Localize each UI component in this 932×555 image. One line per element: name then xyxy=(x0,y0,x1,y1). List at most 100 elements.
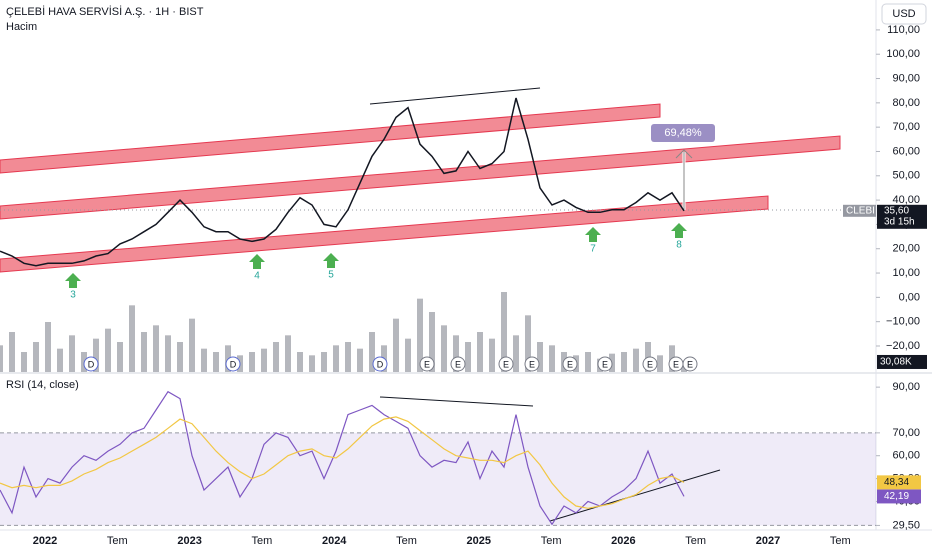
volume-bar xyxy=(165,335,171,372)
signal-arrow xyxy=(323,253,339,268)
event-marker xyxy=(225,356,241,372)
volume-bar xyxy=(21,352,27,372)
volume-bar xyxy=(201,348,207,372)
volume-bar xyxy=(93,338,99,372)
volume-bar xyxy=(465,342,471,372)
event-marker xyxy=(597,356,613,372)
rsi-tick-label: 60,00 xyxy=(892,450,920,462)
volume-bar xyxy=(333,345,339,372)
x-tick-label: 2023 xyxy=(177,535,201,547)
x-tick-label: 2022 xyxy=(33,535,57,547)
event-label: D xyxy=(88,359,95,369)
x-tick-label: Tem xyxy=(830,535,851,547)
volume-bar xyxy=(69,335,75,372)
event-marker xyxy=(450,356,466,372)
y-tick-label: 60,00 xyxy=(892,145,920,157)
volume-bar xyxy=(249,352,255,372)
y-tick-label: 10,00 xyxy=(892,267,920,279)
volume-bar xyxy=(513,335,519,372)
volume-bar xyxy=(453,335,459,372)
event-marker xyxy=(642,356,658,372)
channel-mid xyxy=(0,135,841,220)
event-label: E xyxy=(647,359,653,369)
price-line xyxy=(0,97,685,267)
event-marker xyxy=(562,356,578,372)
event-label: E xyxy=(673,359,679,369)
event-label: E xyxy=(687,359,693,369)
rsi-band xyxy=(0,432,876,526)
rsi-line xyxy=(0,416,685,509)
x-tick-label: 2027 xyxy=(756,535,780,547)
y-tick-label: −10,00 xyxy=(886,316,920,328)
x-tick-label: Tem xyxy=(541,535,562,547)
volume-bar xyxy=(261,348,267,372)
rsi-tick-label: 90,00 xyxy=(892,381,920,393)
volume-bar xyxy=(405,338,411,372)
event-marker xyxy=(682,356,698,372)
volume-bar xyxy=(357,348,363,372)
y-tick-label: 100,00 xyxy=(886,48,920,60)
event-label: E xyxy=(424,359,430,369)
y-tick-label: 70,00 xyxy=(892,121,920,133)
volume-bar xyxy=(177,342,183,372)
x-tick-label: 2025 xyxy=(467,535,491,547)
measure-label: 69,48% xyxy=(664,127,702,139)
price-label-box xyxy=(843,204,876,217)
signal-label: 7 xyxy=(590,244,596,255)
y-tick-label: 80,00 xyxy=(892,97,920,109)
volume-bar xyxy=(537,342,543,372)
y-tick-label: −20,00 xyxy=(886,340,920,352)
volume-bar xyxy=(129,305,135,372)
signal-arrow xyxy=(585,227,601,242)
rsi-line xyxy=(0,390,685,526)
volume-bar xyxy=(501,292,507,372)
currency-label[interactable]: USD xyxy=(892,8,915,20)
volume-bar xyxy=(441,325,447,372)
x-tick-label: Tem xyxy=(252,535,273,547)
y-tick-label: 110,00 xyxy=(887,24,920,36)
signal-label: 4 xyxy=(254,271,260,282)
y-tick-label: 40,00 xyxy=(892,194,920,206)
volume-bar xyxy=(285,335,291,372)
rsi-value-label: 42,19 xyxy=(884,491,909,502)
signal-label: 8 xyxy=(676,240,682,251)
volume-bar xyxy=(45,322,51,372)
volume-last-label: 30,08K xyxy=(880,357,912,368)
x-tick-label: 2024 xyxy=(322,535,347,547)
channel-top xyxy=(0,103,661,174)
rsi-value-box xyxy=(877,475,921,490)
volume-bar xyxy=(33,342,39,372)
event-label: E xyxy=(602,359,608,369)
volume-bar xyxy=(393,318,399,372)
volume-last-box xyxy=(877,354,927,369)
event-label: D xyxy=(230,359,237,369)
signal-label: 3 xyxy=(70,290,76,301)
volume-bar xyxy=(297,352,303,372)
volume-bar xyxy=(549,345,555,372)
y-tick-label: 90,00 xyxy=(892,72,920,84)
event-label: D xyxy=(377,359,384,369)
countdown-label: 3d 15h xyxy=(884,216,915,227)
signal-label: 5 xyxy=(328,270,334,281)
event-label: E xyxy=(503,359,509,369)
x-tick-label: 2026 xyxy=(611,535,635,547)
signal-arrow xyxy=(65,273,81,288)
volume-bar xyxy=(489,338,495,372)
channel-bottom xyxy=(0,195,769,273)
volume-bar xyxy=(345,342,351,372)
x-tick-label: Tem xyxy=(107,535,128,547)
volume-bar xyxy=(141,332,147,372)
volume-bar xyxy=(657,355,663,372)
x-tick-label: Tem xyxy=(396,535,417,547)
volume-bar xyxy=(621,352,627,372)
event-label: E xyxy=(567,359,573,369)
symbol-label: CLEBI xyxy=(846,205,875,216)
price-box xyxy=(877,204,927,229)
currency-button[interactable] xyxy=(881,3,927,25)
y-tick-label: 20,00 xyxy=(892,243,920,255)
signal-arrow xyxy=(249,254,265,269)
event-marker xyxy=(524,356,540,372)
volume-bar xyxy=(9,332,15,372)
volume-bar xyxy=(417,298,423,372)
